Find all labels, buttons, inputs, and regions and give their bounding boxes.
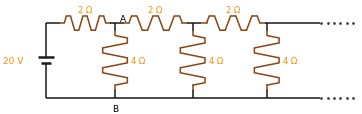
Text: 4 Ω: 4 Ω <box>209 56 223 65</box>
Text: 2 Ω: 2 Ω <box>148 6 163 15</box>
Text: 4 Ω: 4 Ω <box>283 56 297 65</box>
Text: 2 Ω: 2 Ω <box>78 6 92 15</box>
Text: 20 V: 20 V <box>3 56 23 65</box>
Text: 4 Ω: 4 Ω <box>131 56 145 65</box>
Text: B: B <box>112 104 118 113</box>
Text: 2 Ω: 2 Ω <box>226 6 240 15</box>
Text: A: A <box>120 14 126 23</box>
